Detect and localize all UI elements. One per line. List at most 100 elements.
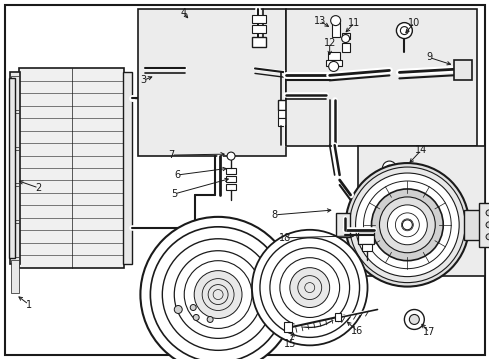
Text: 18: 18 — [279, 233, 291, 243]
Bar — [415, 175, 424, 193]
Bar — [11, 76, 19, 110]
Text: 17: 17 — [423, 327, 436, 337]
Bar — [362, 244, 371, 251]
Text: 13: 13 — [314, 15, 326, 26]
Circle shape — [298, 276, 322, 300]
Bar — [278, 118, 294, 126]
Bar — [332, 21, 340, 37]
Circle shape — [213, 289, 223, 300]
Circle shape — [387, 165, 392, 171]
Text: 2: 2 — [36, 183, 42, 193]
Circle shape — [260, 238, 360, 337]
Text: 9: 9 — [426, 53, 432, 63]
Bar — [252, 24, 266, 32]
Circle shape — [174, 306, 182, 314]
Circle shape — [356, 173, 459, 276]
Circle shape — [486, 210, 490, 216]
Bar — [464, 210, 490, 240]
Bar — [10, 72, 20, 264]
Bar — [479, 203, 490, 247]
Circle shape — [207, 316, 213, 323]
Bar — [342, 32, 349, 39]
Bar — [11, 223, 19, 257]
Circle shape — [404, 310, 424, 329]
Circle shape — [371, 189, 443, 261]
Circle shape — [193, 315, 199, 320]
Text: 10: 10 — [408, 18, 420, 28]
Bar — [358, 232, 373, 244]
Polygon shape — [102, 218, 464, 345]
Text: 12: 12 — [323, 37, 336, 48]
Circle shape — [396, 23, 413, 39]
Circle shape — [190, 305, 196, 310]
Bar — [358, 146, 485, 276]
Circle shape — [280, 258, 340, 318]
Circle shape — [141, 217, 296, 360]
Bar — [19, 68, 124, 268]
Text: 6: 6 — [174, 170, 180, 180]
Circle shape — [486, 234, 490, 240]
Text: 5: 5 — [171, 189, 177, 199]
Circle shape — [342, 35, 349, 42]
Text: 3: 3 — [140, 75, 147, 85]
Circle shape — [208, 285, 228, 305]
Bar — [427, 172, 435, 196]
Circle shape — [379, 197, 435, 253]
Bar — [336, 213, 349, 237]
Circle shape — [364, 181, 451, 269]
Circle shape — [395, 213, 419, 237]
Bar — [226, 184, 236, 190]
Circle shape — [345, 163, 469, 287]
Bar — [454, 60, 472, 80]
Text: 14: 14 — [415, 145, 427, 155]
Circle shape — [402, 220, 413, 230]
Bar — [278, 100, 294, 110]
Circle shape — [486, 222, 490, 228]
Bar — [326, 60, 342, 67]
Bar — [123, 72, 132, 264]
Circle shape — [184, 261, 252, 328]
Bar — [284, 323, 292, 332]
Circle shape — [202, 279, 234, 310]
Circle shape — [409, 315, 419, 324]
Text: 16: 16 — [351, 327, 364, 336]
Bar — [226, 168, 236, 174]
Bar — [11, 150, 19, 183]
Bar — [328, 53, 340, 60]
Text: 4: 4 — [180, 8, 186, 18]
Circle shape — [400, 27, 408, 35]
Circle shape — [329, 62, 339, 71]
Bar — [278, 110, 294, 118]
Circle shape — [150, 227, 286, 360]
Circle shape — [162, 239, 274, 350]
Circle shape — [174, 251, 262, 338]
Circle shape — [349, 167, 465, 283]
Circle shape — [305, 283, 315, 293]
Bar — [226, 176, 236, 182]
Circle shape — [252, 230, 368, 345]
Bar — [11, 186, 19, 220]
Bar — [286, 9, 477, 146]
Bar — [138, 9, 286, 156]
Text: 15: 15 — [284, 339, 296, 349]
Bar — [252, 15, 266, 23]
Bar — [11, 113, 19, 147]
Bar — [342, 42, 349, 53]
Text: 1: 1 — [26, 300, 32, 310]
Circle shape — [227, 152, 235, 160]
Text: 11: 11 — [348, 18, 361, 28]
Circle shape — [401, 219, 414, 231]
Bar — [252, 37, 266, 46]
Bar — [335, 314, 341, 321]
Text: 8: 8 — [272, 210, 278, 220]
Circle shape — [398, 186, 410, 198]
Circle shape — [383, 161, 396, 175]
Circle shape — [388, 205, 427, 245]
Circle shape — [331, 15, 341, 26]
Bar — [11, 260, 19, 293]
Bar — [9, 78, 15, 258]
Circle shape — [290, 268, 330, 307]
Circle shape — [270, 248, 349, 328]
Circle shape — [194, 271, 242, 319]
Text: 7: 7 — [168, 150, 174, 160]
